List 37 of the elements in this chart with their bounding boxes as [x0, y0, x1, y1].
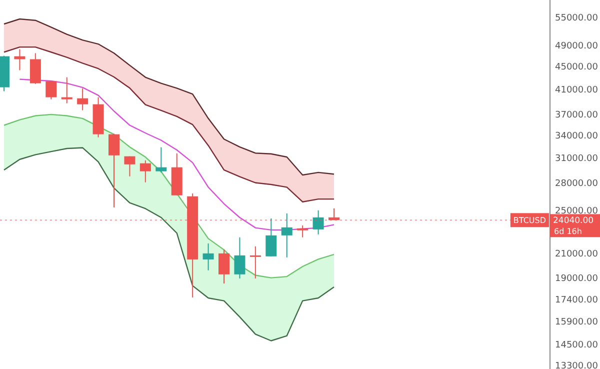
candlestick	[156, 146, 167, 173]
y-tick-label: 14500.00	[555, 340, 598, 350]
y-tick-label: 55000.00	[555, 13, 598, 24]
y-tick-label: 34000.00	[555, 131, 598, 142]
y-tick-label: 37000.00	[555, 110, 598, 121]
candlestick	[234, 236, 246, 279]
y-tick-label: 49000.00	[555, 42, 598, 52]
y-tick-label: 28000.00	[555, 178, 598, 189]
candlestick	[312, 210, 324, 235]
line-series	[3, 18, 335, 176]
candlestick	[124, 156, 136, 177]
candlestick	[61, 76, 72, 104]
candlestick	[77, 88, 88, 111]
y-tick-label: 15900.00	[555, 318, 598, 328]
y-tick-label: 41000.00	[555, 85, 598, 96]
text: BTCUSD	[513, 216, 546, 225]
candlestick	[108, 133, 120, 208]
y-tick-label: 21000.00	[555, 249, 598, 260]
y-tick-label: 17400.00	[555, 296, 598, 306]
y-tick-label: 25000.00	[555, 206, 598, 217]
candlestick	[46, 80, 57, 100]
line-series	[3, 46, 335, 202]
y-tick-label: 45000.00	[555, 62, 598, 73]
ref-line-label: 24040.00	[553, 216, 594, 226]
candlestick	[218, 248, 230, 284]
candlestick	[140, 160, 151, 183]
y-tick-label: 19000.00	[555, 274, 598, 284]
y-tick-label: 13300.00	[555, 361, 598, 369]
text: 6d 16h	[554, 226, 582, 236]
line-series	[3, 114, 335, 278]
candlestick	[202, 242, 214, 271]
line-series	[3, 147, 335, 342]
candlestick	[250, 246, 261, 279]
candlestick	[297, 224, 308, 238]
candlestick	[281, 212, 292, 258]
y-tick-label: 31000.00	[555, 154, 598, 164]
candlestick	[266, 218, 277, 257]
